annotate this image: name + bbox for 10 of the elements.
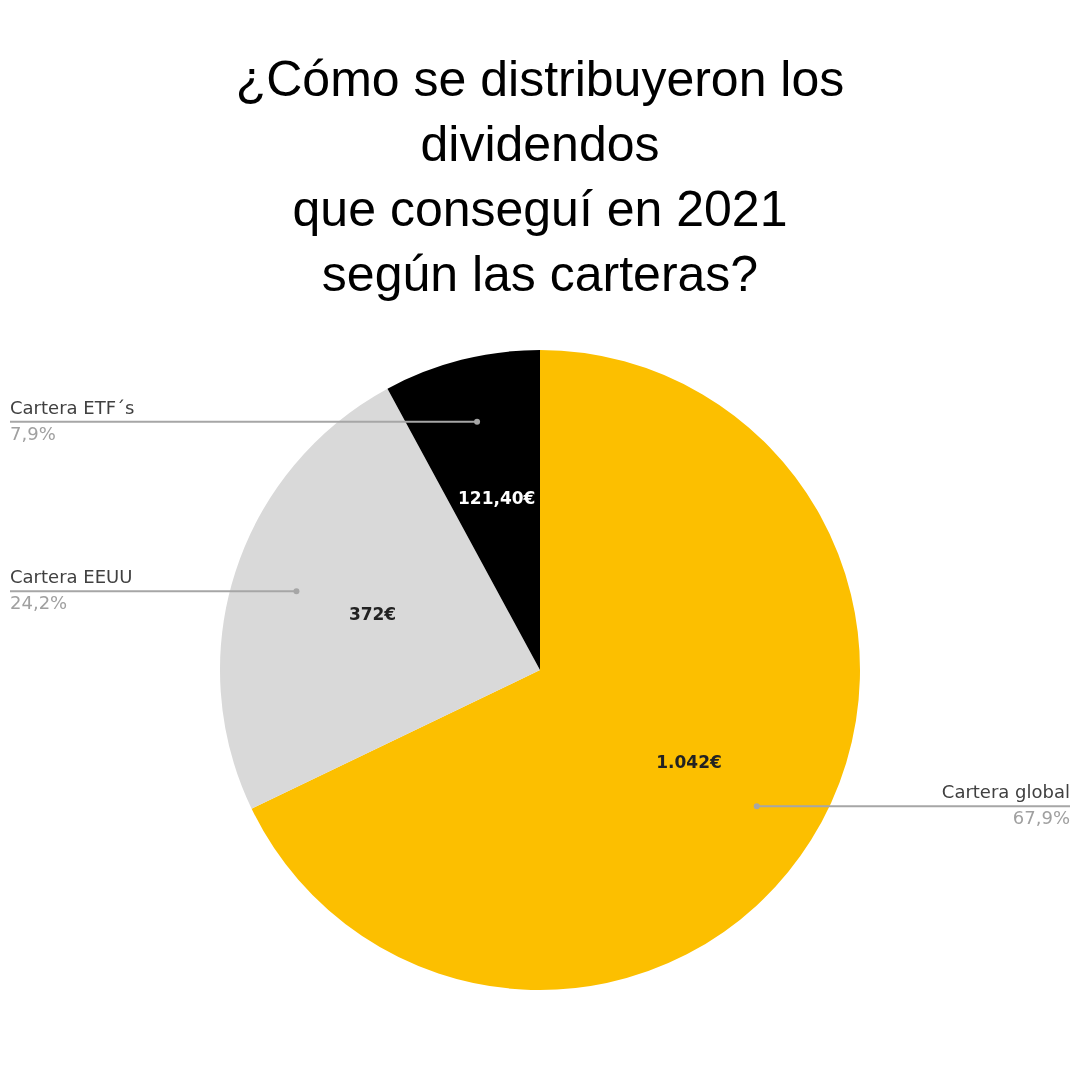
text: 67,9% — [1012, 806, 1070, 828]
data-label: 121,40€ — [458, 487, 536, 508]
chart-title: ¿Cómo se distribuyeron los dividendos que conseguí en 2021 según las carteras? — [235, 51, 845, 303]
slice-label: Cartera ETF´s — [10, 396, 135, 418]
slice-label: Cartera EEUU — [10, 565, 133, 587]
data-label: 372€ — [348, 604, 397, 625]
text: 7,9% — [10, 422, 56, 444]
text: 24,2% — [10, 591, 68, 613]
data-label: 1.042€ — [656, 752, 722, 773]
slice-label: Cartera global — [941, 780, 1070, 802]
